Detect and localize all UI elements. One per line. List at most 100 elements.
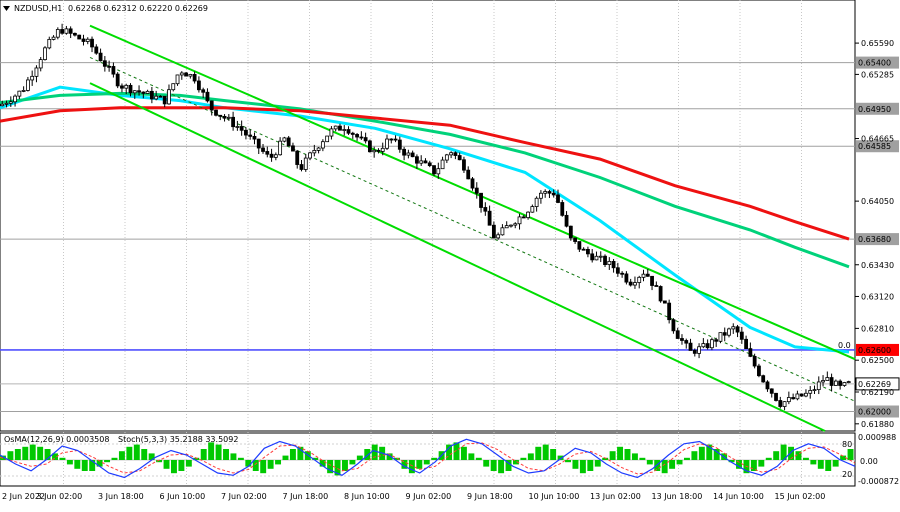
level-lines: 0.65400 0.64950 0.64585 0.63680 0.62000 0.626…	[0, 56, 900, 418]
level-price-label: 0.64585	[858, 142, 891, 151]
x-tick-label: 14 Jun 10:00	[713, 492, 764, 501]
candle-body	[55, 29, 60, 38]
candle-body	[692, 350, 697, 354]
candle-body	[633, 282, 637, 286]
candle-body	[543, 191, 548, 194]
candle-body	[214, 109, 218, 116]
osma-bar	[118, 451, 125, 460]
candle-body	[680, 338, 684, 341]
osma-bar	[609, 451, 616, 460]
candle-body	[342, 129, 347, 131]
candle-body	[662, 300, 667, 304]
osma-bar	[594, 460, 601, 467]
candle-body	[757, 365, 761, 377]
x-tick-label: 13 Jun 02:00	[590, 492, 641, 501]
candle-body	[560, 202, 565, 216]
candle-body	[491, 224, 496, 239]
candle-body	[282, 137, 287, 142]
osma-bar	[282, 455, 289, 460]
candle-body	[73, 32, 77, 36]
osma-bar	[193, 457, 200, 460]
stoch-label: Stoch(5,3,3) 35.2188 33.5092	[118, 435, 238, 444]
candle-body	[43, 47, 47, 61]
candle-body	[124, 84, 129, 89]
y-tick-label: 0.64050	[861, 197, 894, 206]
osma-bar	[334, 460, 341, 476]
osma-bar	[557, 455, 564, 460]
price-axis[interactable]: 0.65590 0.65285 0.64665 0.64050 0.63430 0.631…	[855, 39, 894, 429]
x-tick-label: 10 Jun 10:00	[529, 492, 580, 501]
osma-bar	[104, 460, 111, 463]
candle-body	[77, 34, 82, 40]
candle-body	[226, 116, 231, 119]
candle-body	[816, 381, 821, 391]
candle-body	[188, 74, 193, 77]
candle-body	[17, 90, 22, 97]
osma-bar	[22, 446, 29, 460]
level-price-label: 0.65400	[858, 59, 891, 68]
candle-body	[504, 225, 509, 229]
candle-body	[842, 382, 847, 386]
candle-body	[291, 145, 295, 152]
last-price-tag	[855, 377, 900, 391]
osma-bar	[141, 449, 148, 460]
osma-bar	[364, 449, 371, 460]
osma-bar	[691, 451, 698, 460]
candle-body	[350, 132, 355, 135]
osma-bar	[460, 446, 467, 460]
candle-body	[244, 129, 248, 136]
osma-bar	[810, 460, 817, 465]
candle-body	[838, 380, 843, 386]
candle-body	[256, 138, 261, 149]
candle-body	[286, 137, 291, 147]
osma-bar	[37, 446, 44, 460]
candle-body	[829, 377, 834, 386]
candle-body	[419, 160, 424, 164]
candle-body	[252, 135, 257, 140]
osma-bar	[631, 453, 638, 460]
osma-bar	[371, 444, 378, 460]
osma-bar	[148, 453, 155, 460]
ohlc-readout: 0.62268 0.62312 0.62220 0.62269	[68, 4, 208, 13]
candle-body	[462, 159, 466, 171]
candle-body	[556, 194, 560, 203]
y-tick-label: 0.62190	[861, 388, 894, 397]
candle-body	[25, 79, 30, 91]
osma-bar	[14, 449, 21, 460]
triangle-down-icon[interactable]	[3, 6, 10, 11]
candle-body	[603, 255, 607, 266]
level-price-tag	[856, 140, 899, 153]
osma-bar	[520, 457, 527, 460]
candle-body	[372, 149, 377, 153]
candle-body	[231, 116, 236, 128]
candle-body	[34, 67, 39, 77]
candle-body	[184, 72, 188, 77]
osma-bar	[676, 460, 683, 465]
candle-body	[718, 332, 723, 342]
osma-bar	[765, 457, 772, 460]
y-tick-label: 0.65285	[861, 70, 894, 79]
moving-average-ema_slow	[0, 106, 850, 241]
candle-body	[51, 36, 56, 40]
x-tick-label: 3 Jun 18:00	[98, 492, 144, 501]
osma-bar	[423, 460, 430, 465]
candle-body	[316, 147, 321, 151]
level-price-label: 0.62000	[858, 408, 891, 417]
level-price-tag	[856, 56, 899, 69]
candle-body	[739, 331, 744, 340]
osma-bar	[89, 460, 96, 471]
candle-body	[38, 59, 43, 69]
candle-body	[705, 343, 710, 349]
candle-body	[410, 152, 415, 158]
candle-body	[0, 103, 5, 107]
osma-bar	[81, 460, 88, 471]
candle-body	[359, 136, 364, 139]
vertical-gridlines	[63, 0, 802, 486]
candle-body	[539, 192, 543, 199]
candle-body	[564, 214, 569, 227]
osma-bar	[840, 455, 847, 460]
candle-body	[637, 276, 642, 283]
